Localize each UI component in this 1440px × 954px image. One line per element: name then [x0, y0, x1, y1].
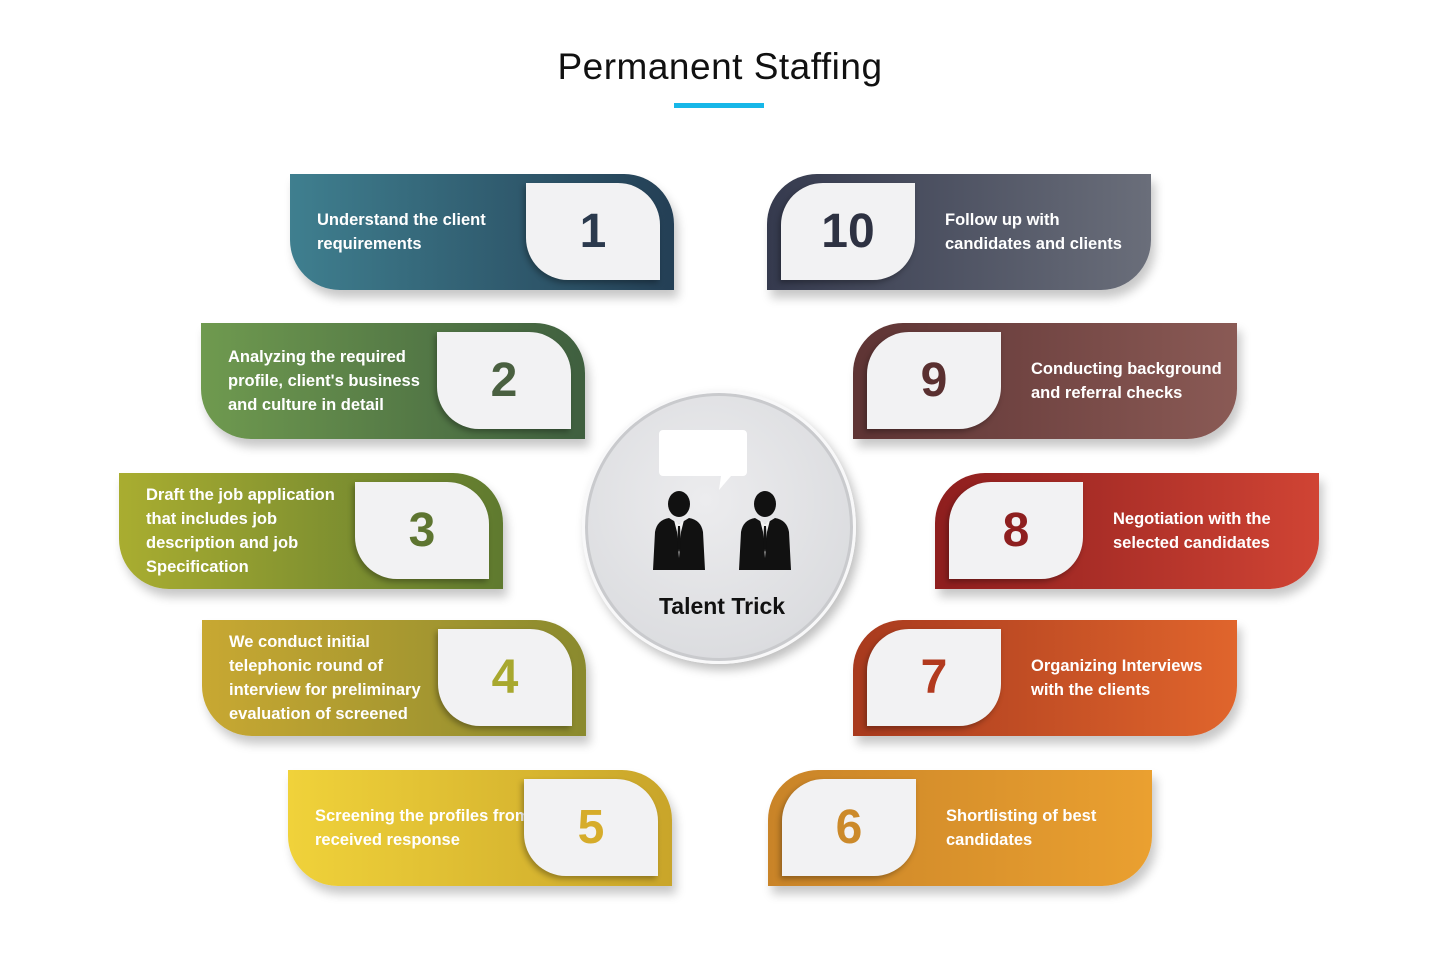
step-6-text: Shortlisting of best candidates: [946, 807, 1097, 849]
step-2-text: Analyzing the required profile, client's…: [228, 348, 420, 414]
step-1-card: Understand the client requirements 1: [290, 174, 674, 290]
business-people-chat-icon: [653, 430, 791, 570]
step-1-number: 1: [526, 183, 660, 280]
step-7-card: 7 Organizing Interviews with the clients: [853, 620, 1237, 736]
step-8-text: Negotiation with the selected candidates: [1113, 510, 1271, 552]
step-5-card: Screening the profiles from received res…: [288, 770, 672, 886]
step-5-number: 5: [524, 779, 658, 876]
step-6-number: 6: [782, 779, 916, 876]
step-9-text: Conducting background and referral check…: [1031, 360, 1222, 402]
center-label: Talent Trick: [658, 593, 786, 619]
title-underline: [674, 103, 764, 108]
diagram-title: Permanent Staffing: [557, 46, 883, 87]
step-4-number: 4: [438, 629, 572, 726]
step-3-number: 3: [355, 482, 489, 579]
step-8-number: 8: [949, 482, 1083, 579]
step-4-text: We conduct initial telephonic round of i…: [229, 633, 421, 723]
step-3-text: Draft the job application that includes …: [146, 486, 335, 576]
step-10-card: 10 Follow up with candidates and clients: [767, 174, 1151, 290]
step-10-text: Follow up with candidates and clients: [945, 211, 1122, 253]
step-7-text: Organizing Interviews with the clients: [1031, 657, 1203, 699]
step-7-number: 7: [867, 629, 1001, 726]
step-9-card: 9 Conducting background and referral che…: [853, 323, 1237, 439]
step-8-card: 8 Negotiation with the selected candidat…: [935, 473, 1319, 589]
step-10-number: 10: [781, 183, 915, 280]
step-6-card: 6 Shortlisting of best candidates: [768, 770, 1152, 886]
step-5-text: Screening the profiles from received res…: [315, 807, 530, 849]
center-hub: Talent Trick: [582, 390, 856, 664]
step-1-text: Understand the client requirements: [317, 211, 486, 253]
step-9-number: 9: [867, 332, 1001, 429]
step-3-card: Draft the job application that includes …: [119, 473, 503, 589]
step-2-card: Analyzing the required profile, client's…: [201, 323, 585, 439]
step-2-number: 2: [437, 332, 571, 429]
step-4-card: We conduct initial telephonic round of i…: [202, 620, 586, 736]
